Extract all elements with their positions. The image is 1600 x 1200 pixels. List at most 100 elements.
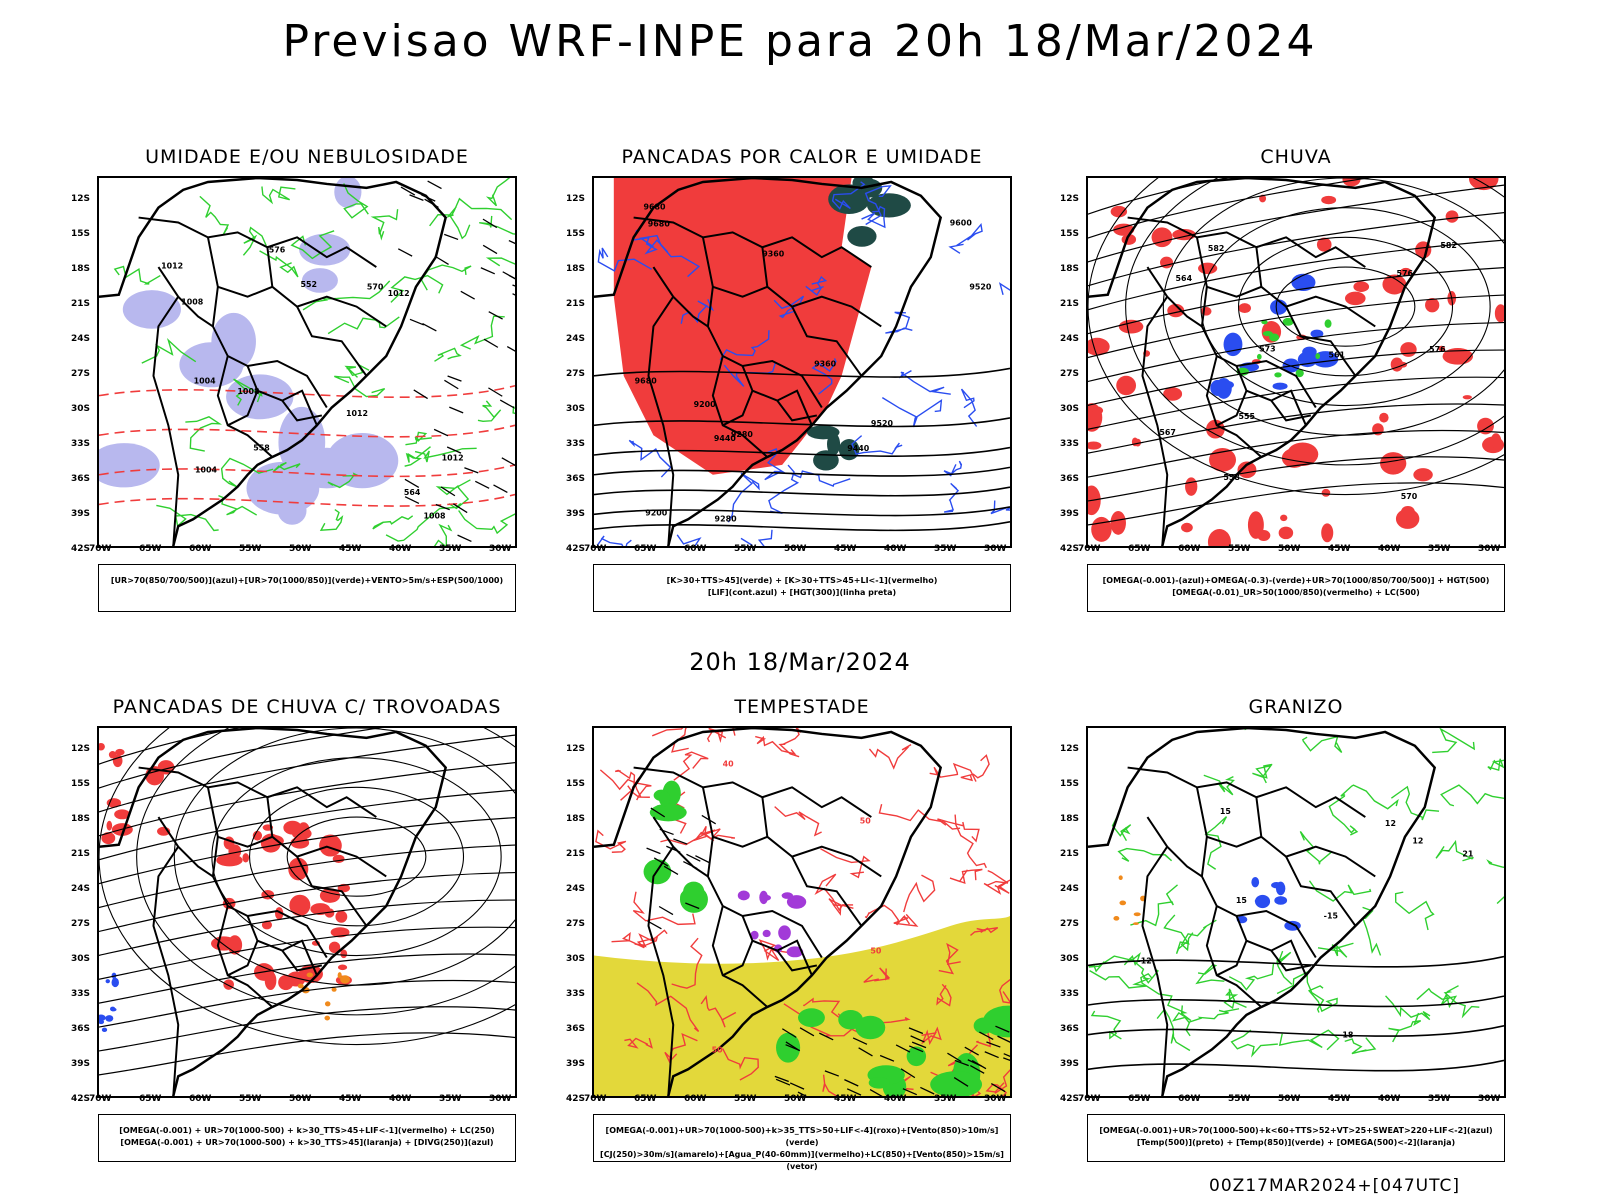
contour-label: 1008	[424, 511, 447, 520]
precipitable-water-contour	[774, 806, 822, 837]
contour-label: 1008	[237, 387, 260, 396]
temp-850-contour	[1252, 763, 1273, 784]
longitude-tick: 35W	[1428, 544, 1451, 554]
wind-vector	[435, 503, 450, 511]
temp-850-contour	[1416, 987, 1458, 1009]
precipitable-water-contour	[994, 1069, 1010, 1094]
wind-vector	[499, 399, 515, 409]
longitude-tick: 55W	[239, 544, 262, 554]
wind-vector	[789, 1082, 805, 1090]
state-border	[206, 237, 328, 409]
shower-area	[337, 972, 342, 979]
wind-vector	[971, 1060, 987, 1070]
precipitable-water-contour	[983, 870, 1009, 895]
lifted-index-contour	[764, 448, 786, 481]
state-border	[1195, 787, 1317, 959]
humidity-low-contour	[445, 197, 513, 221]
wind-vector	[502, 271, 515, 280]
wind-vector	[947, 1052, 962, 1063]
rain-area	[1131, 437, 1139, 447]
rain-area	[1321, 523, 1334, 543]
humidity-upper-area	[278, 406, 326, 478]
wind-850-area	[930, 1071, 983, 1096]
longitude-tick: 50W	[1278, 1094, 1301, 1104]
contour-label: -12	[1137, 956, 1151, 965]
thunderstorm-area	[289, 894, 311, 916]
streamline	[99, 899, 515, 956]
map-canvas	[99, 728, 515, 1096]
legend-line: [Temp(500)](preto) + [Temp(850)](verde) …	[1136, 1138, 1456, 1147]
state-border	[1216, 390, 1248, 427]
thunderstorm-area	[223, 979, 234, 990]
thunderstorm-area	[99, 742, 105, 751]
state-border	[216, 905, 273, 1008]
rain-area	[1425, 297, 1440, 313]
state-border	[281, 399, 323, 422]
rain-area	[1494, 304, 1504, 323]
thunderstorm-area	[242, 853, 250, 863]
divergence-area	[105, 1015, 114, 1022]
longitude-tick: 60W	[1178, 544, 1201, 554]
lifted-index-contour	[851, 435, 903, 455]
precipitable-water-contour	[673, 751, 709, 781]
humidity-low-contour	[485, 178, 511, 207]
thunderstorm-area	[101, 832, 116, 845]
rain-area	[1400, 267, 1412, 276]
wind-vector	[686, 853, 701, 862]
streamline-loop	[1162, 178, 1504, 436]
state-border	[227, 940, 259, 977]
strong-uplift-area	[1282, 317, 1294, 326]
humidity-upper-area	[122, 290, 181, 329]
contour-label: 9440	[847, 444, 870, 453]
state-border	[1141, 846, 1169, 1096]
legend-line: [UR>70(850/700/500)](azul)+[UR>70(1000/8…	[110, 576, 504, 585]
longitude-tick: 40W	[884, 1094, 907, 1104]
wind-vector	[449, 406, 464, 414]
precipitable-water-contour	[755, 735, 797, 755]
longitude-tick: 55W	[1228, 1094, 1251, 1104]
thickness-contour	[99, 464, 515, 478]
rain-area	[1321, 488, 1331, 497]
wind-vector	[910, 1035, 925, 1043]
contour-label: 15	[1236, 896, 1247, 905]
contour-label: 9680	[643, 202, 666, 211]
wind-vector	[895, 1044, 911, 1053]
state-border	[157, 816, 214, 878]
rain-area	[1278, 526, 1294, 540]
hail-area	[1254, 897, 1267, 905]
severe-storm-area	[778, 925, 791, 941]
rain-area	[1088, 441, 1102, 450]
hail-area	[1275, 881, 1286, 896]
humidity-low-contour	[414, 447, 477, 463]
state-border	[1205, 355, 1262, 458]
wind-vector	[480, 267, 495, 275]
temp-500-contour	[1088, 995, 1504, 1008]
humidity-low-contour	[185, 416, 223, 452]
panel-legend: [K>30+TTS>45](verde) + [K>30+TTS>45+LI<-…	[593, 564, 1011, 612]
longitude-tick: 40W	[884, 544, 907, 554]
severe-storm-area	[750, 930, 759, 940]
state-border	[776, 399, 818, 422]
temp-850-contour	[1163, 914, 1191, 954]
precipitable-water-contour	[651, 728, 689, 753]
temp-850-contour	[1117, 847, 1173, 862]
longitude-tick: 70W	[89, 1094, 112, 1104]
latitude-tick: 24S	[566, 884, 586, 894]
latitude-tick: 21S	[566, 849, 586, 859]
latitude-tick: 42S	[71, 544, 91, 554]
wind-850-area	[658, 791, 671, 807]
rain-area	[1316, 237, 1332, 252]
shower-area	[306, 972, 314, 978]
longitude-tick: 60W	[684, 1094, 707, 1104]
humidity-low-contour	[319, 509, 344, 531]
contour-label: 40	[723, 759, 735, 768]
strong-uplift-area	[1315, 353, 1321, 360]
temp-850-contour	[1140, 972, 1188, 1014]
longitude-tick: 65W	[139, 544, 162, 554]
temp-850-contour	[1188, 1008, 1240, 1024]
lifted-index-contour	[719, 330, 770, 361]
wind-vector	[846, 1088, 862, 1096]
rain-area	[1395, 508, 1420, 529]
latitude-tick: 36S	[71, 1024, 91, 1034]
humidity-upper-area	[99, 443, 160, 488]
